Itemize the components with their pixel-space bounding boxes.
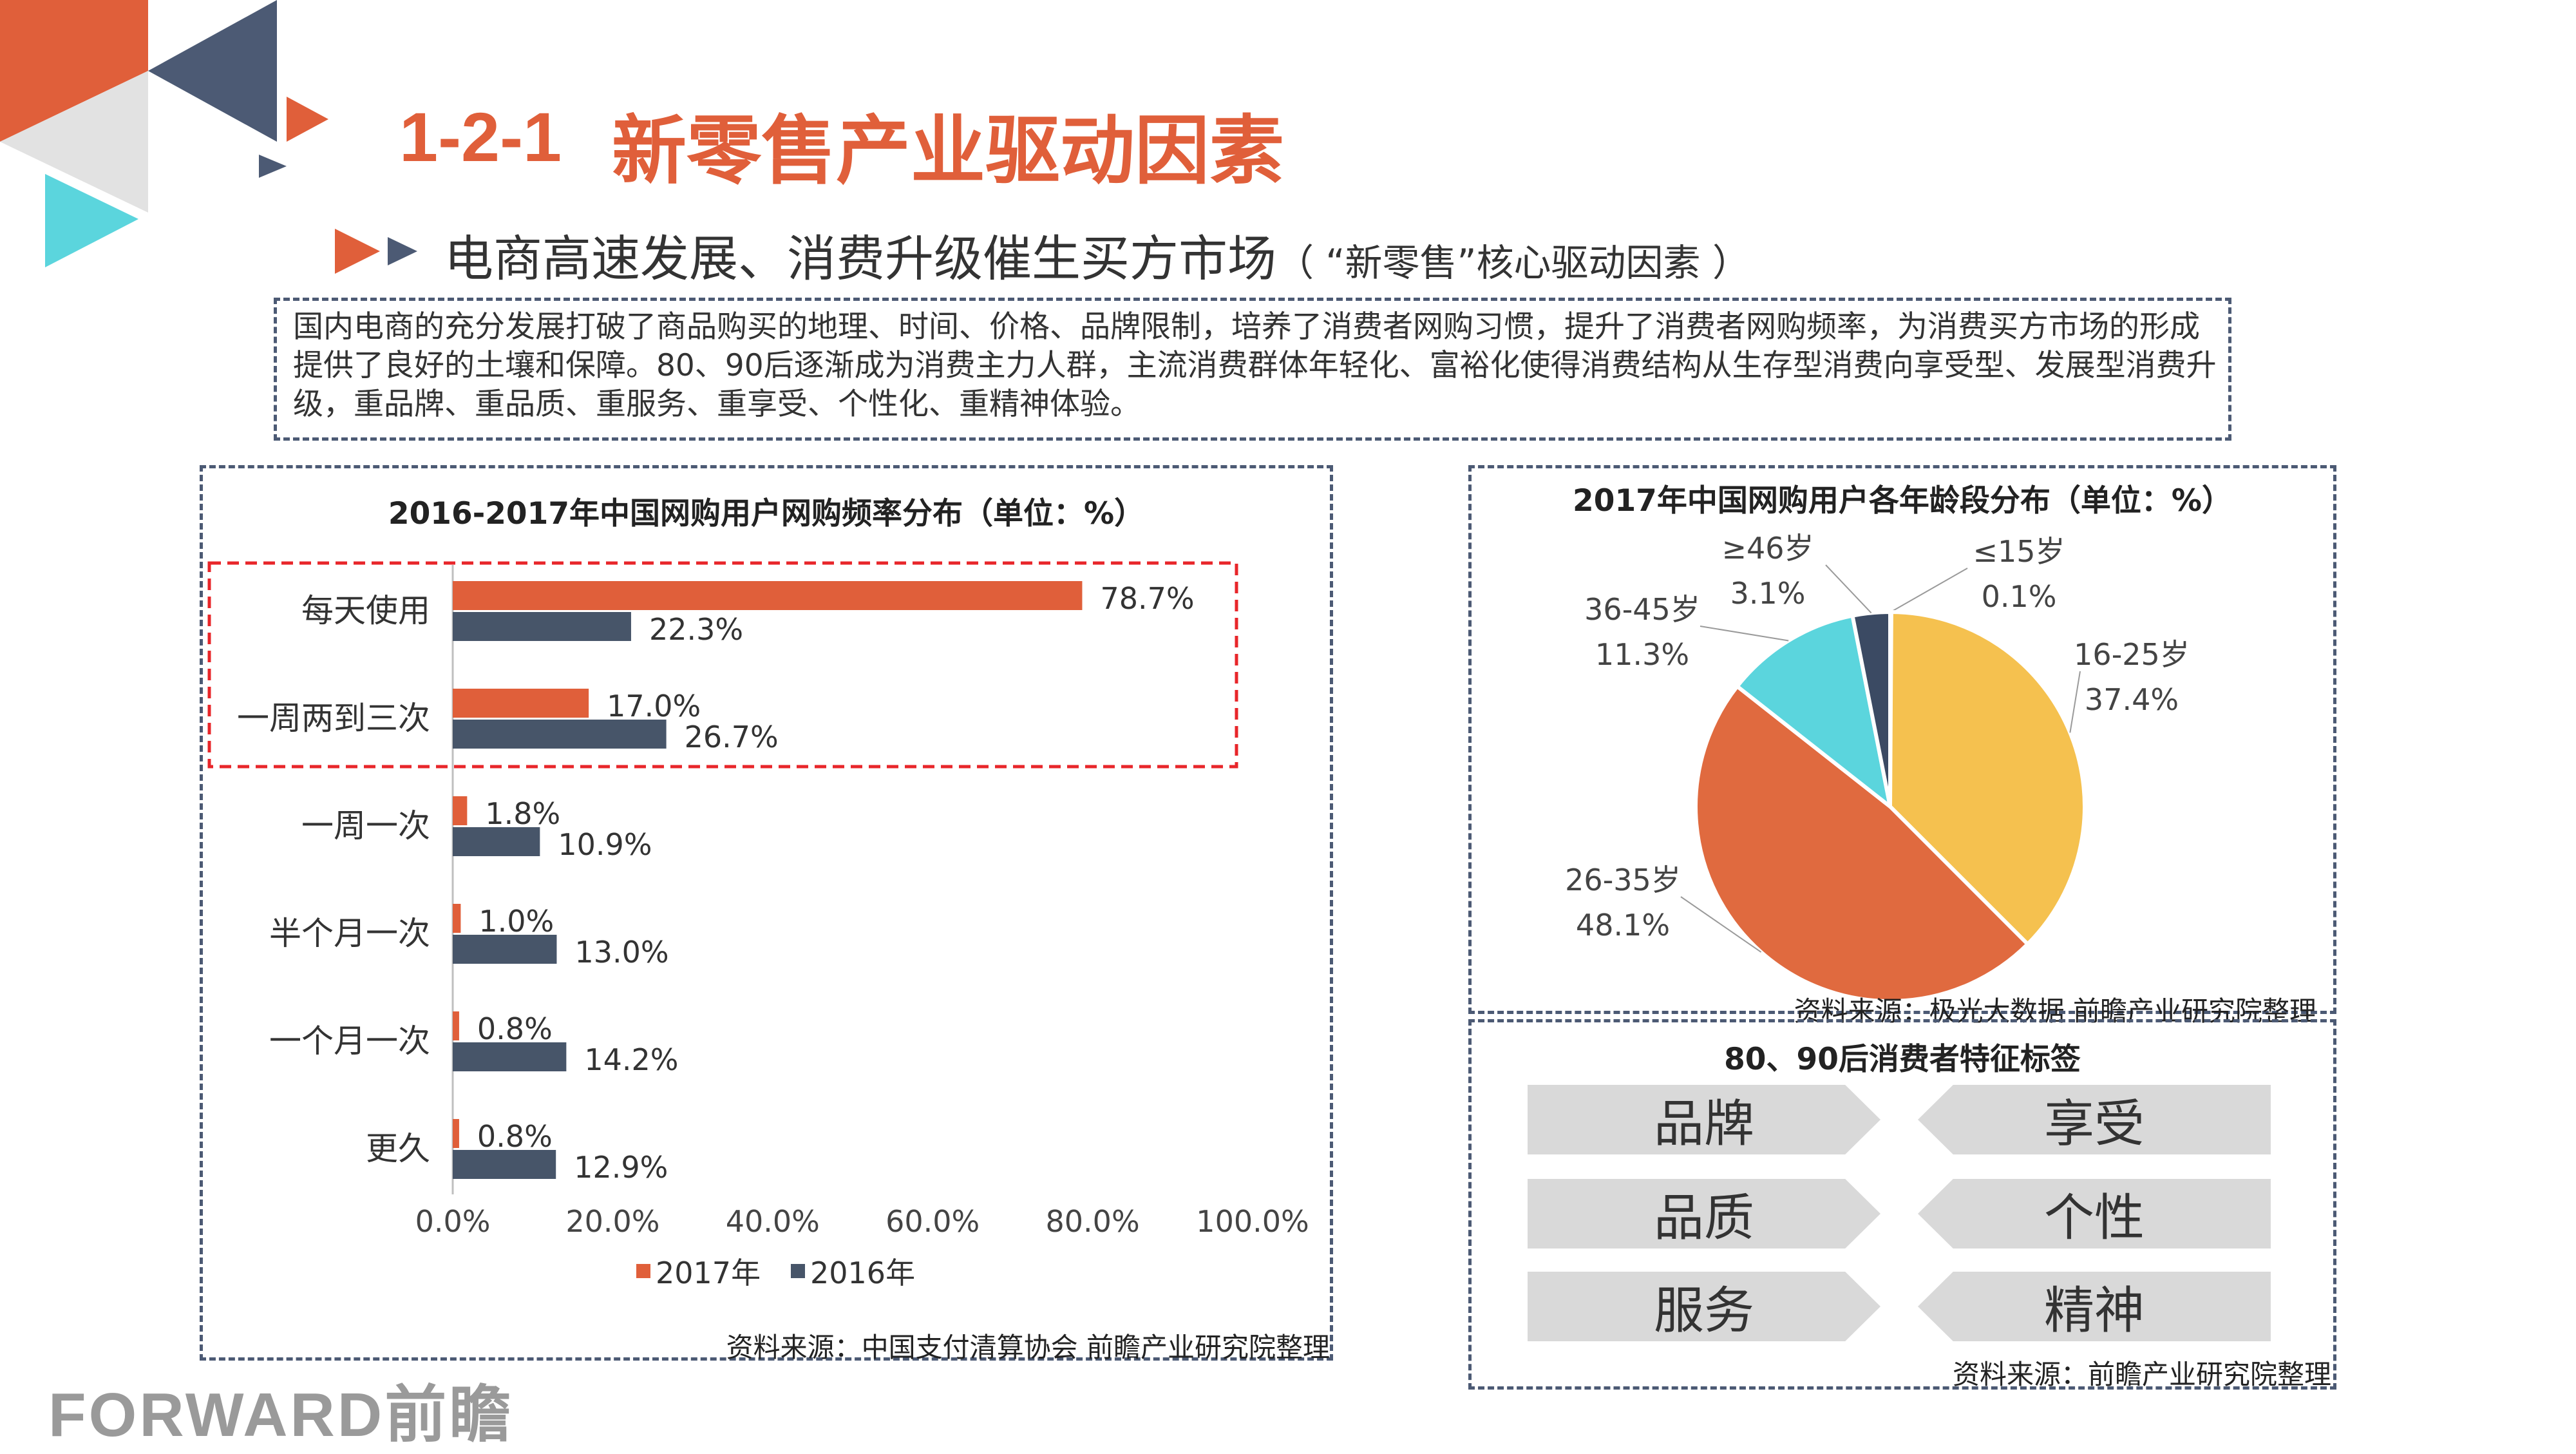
bar-2016 (453, 827, 540, 856)
tag-spirit: 精神 (1918, 1272, 2271, 1341)
legend-label: 2017年 (656, 1256, 761, 1290)
category-label: 每天使用 (301, 592, 430, 629)
data-label: 0.8% (477, 1011, 553, 1046)
pie-value-label: 37.4% (2085, 682, 2179, 717)
tag-brand: 品牌 (1528, 1085, 1880, 1154)
pie-label: 16-25岁 (2074, 637, 2190, 672)
bar-2016 (453, 935, 557, 964)
tag-individuality: 个性 (1918, 1179, 2271, 1248)
bar-2017 (453, 796, 468, 825)
pie-value-label: 11.3% (1595, 637, 1689, 672)
decor-triangle-cyan (45, 174, 138, 267)
decor-triangle-orange (0, 0, 148, 142)
pie-chart-title: 2017年中国网购用户各年龄段分布（单位：%） (1573, 483, 2232, 519)
pie-label: ≤15岁 (1973, 534, 2065, 569)
data-label: 78.7% (1100, 581, 1194, 616)
bar-chart-source: 资料来源：中国支付清算协会 前瞻产业研究院整理 (726, 1332, 1330, 1363)
subtitle-paren: （ “新零售”核心驱动因素 ） (1276, 241, 1750, 285)
bar-2017 (453, 581, 1083, 610)
subtitle-arrow-icon (335, 229, 417, 274)
intro-text: 国内电商的充分发展打破了商品购买的地理、时间、价格、品牌限制，培养了消费者网购习… (293, 309, 2217, 422)
category-label: 一周一次 (301, 807, 430, 845)
pie-chart: ≤15岁 0.1% 16-25岁 37.4% 26-35岁 48.1% 36-45岁 11.3… (1565, 531, 2190, 1003)
bar-2017 (453, 1011, 459, 1040)
category-label: 一周两到三次 (237, 700, 430, 737)
subtitle-main: 电商高速发展、消费升级催生买方市场 (444, 230, 1276, 287)
leader-line (1825, 564, 1872, 614)
x-tick-label: 20.0% (565, 1204, 659, 1239)
bar-2016 (453, 612, 631, 641)
highlight-box (207, 561, 1238, 769)
pie-label: ≥46岁 (1721, 531, 1814, 566)
bar-2016 (453, 720, 667, 749)
pie-slice (1734, 613, 1893, 812)
category-label: 半个月一次 (269, 915, 430, 952)
leader-line (2069, 671, 2081, 733)
data-label: 14.2% (584, 1042, 678, 1077)
legend-swatch (636, 1264, 650, 1278)
category-label: 更久 (366, 1130, 430, 1167)
x-tick-label: 40.0% (726, 1204, 820, 1239)
bar-2017 (453, 689, 589, 718)
page-title-number: 1-2-1 (399, 98, 562, 176)
pie-value-label: 0.1% (1982, 579, 2057, 614)
tag-service: 服务 (1528, 1272, 1880, 1341)
pie-chart-panel (1468, 465, 2336, 1014)
pie-slice (1850, 609, 1892, 807)
data-label: 12.9% (574, 1150, 668, 1185)
tags-title: 80、90后消费者特征标签 (1724, 1042, 2081, 1077)
leader-line (1680, 896, 1762, 953)
x-tick-label: 100.0% (1196, 1204, 1309, 1239)
forward-logo: FORWARD前瞻 (48, 1364, 513, 1454)
data-label: 26.7% (685, 720, 779, 754)
tags-source: 资料来源：前瞻产业研究院整理 (1952, 1359, 2331, 1390)
bar-2016 (453, 1150, 556, 1179)
data-label: 22.3% (649, 612, 743, 647)
x-tick-label: 60.0% (886, 1204, 980, 1239)
pie-label: 36-45岁 (1584, 592, 1700, 627)
bar-2016 (453, 1042, 567, 1071)
pie-value-label: 48.1% (1576, 908, 1670, 942)
data-label: 1.0% (478, 904, 554, 939)
decor-triangle-small-orange (287, 97, 328, 142)
bar-chart: 每天使用 78.7%22.3%一周两到三次 17.0%26.7%一周一次 1.8%10… (207, 561, 1309, 1290)
legend-swatch (791, 1264, 805, 1278)
data-label: 13.0% (574, 935, 668, 970)
tag-quality: 品质 (1528, 1179, 1880, 1248)
tags-panel (1468, 1019, 2336, 1390)
page-title: 新零售产业驱动因素 (612, 108, 1284, 195)
decor-triangle-navy (148, 0, 277, 142)
leader-line (1890, 568, 1968, 613)
data-label: 17.0% (607, 689, 701, 723)
subtitle: 电商高速发展、消费升级催生买方市场（ “新零售”核心驱动因素 ） (444, 219, 1750, 290)
bar-2017 (453, 1119, 459, 1148)
legend-label: 2016年 (810, 1256, 915, 1290)
data-label: 10.9% (558, 827, 652, 862)
intro-box (274, 298, 2231, 441)
pie-label: 26-35岁 (1565, 863, 1681, 897)
bar-chart-title: 2016-2017年中国网购用户网购频率分布（单位：%） (388, 496, 1145, 531)
bar-chart-panel (200, 465, 1333, 1361)
logo-cn: 前瞻 (384, 1379, 514, 1451)
x-tick-label: 0.0% (415, 1204, 491, 1239)
bar-2017 (453, 904, 461, 933)
x-tick-label: 80.0% (1046, 1204, 1140, 1239)
leader-line (1700, 626, 1789, 642)
logo-latin: FORWARD (48, 1381, 385, 1449)
corner-decoration (0, 0, 328, 267)
tag-enjoyment: 享受 (1918, 1085, 2271, 1154)
decor-triangle-gray (0, 71, 148, 213)
pie-slice (1888, 609, 2087, 947)
data-label: 1.8% (485, 796, 560, 831)
category-label: 一个月一次 (269, 1022, 430, 1060)
decor-triangle-small-navy (259, 155, 287, 178)
data-label: 0.8% (477, 1119, 553, 1154)
pie-value-label: 3.1% (1730, 576, 1806, 611)
